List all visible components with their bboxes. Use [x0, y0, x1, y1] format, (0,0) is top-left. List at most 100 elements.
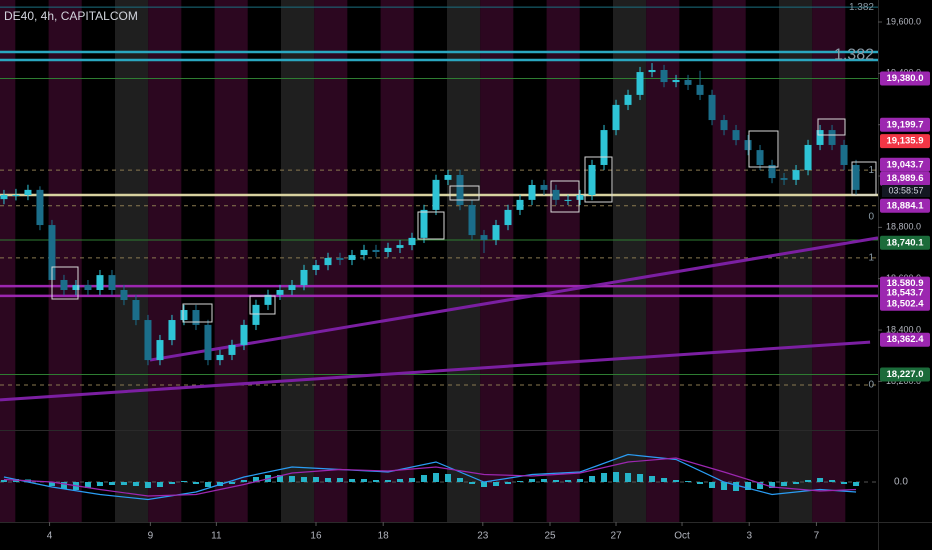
- osc-bar: [589, 476, 596, 482]
- candle-body: [360, 249, 368, 256]
- box: [417, 211, 445, 240]
- osc-bar: [420, 475, 427, 482]
- osc-bar: [793, 482, 800, 484]
- candle-body: [252, 304, 260, 325]
- price-label-box: [880, 367, 930, 382]
- stripe: [81, 0, 115, 522]
- osc-bar: [469, 482, 476, 484]
- candle-body: [552, 189, 560, 200]
- x-tick-label: 16: [310, 531, 322, 542]
- countdown: 03:58:57: [888, 185, 923, 195]
- fib-label: 1: [868, 253, 874, 264]
- osc-bar: [745, 482, 752, 490]
- candle-body: [540, 185, 548, 190]
- price-label: 19,043.7: [887, 159, 924, 170]
- osc-bar: [60, 482, 67, 489]
- candle-body: [156, 340, 164, 361]
- osc-bar: [853, 482, 860, 486]
- candle-body: [372, 249, 380, 253]
- osc-bar: [324, 478, 331, 482]
- osc-bar: [601, 473, 608, 482]
- candle-body: [72, 285, 80, 290]
- candle-body: [300, 269, 308, 286]
- fib-label: 0: [868, 380, 874, 391]
- stripe: [214, 0, 248, 522]
- candle-body: [528, 185, 536, 200]
- candle-body: [36, 189, 44, 226]
- price-label: 18,989.6: [887, 173, 924, 184]
- candle-body: [336, 257, 344, 260]
- stripe: [181, 0, 215, 522]
- box: [51, 266, 79, 300]
- osc-bar: [541, 479, 548, 482]
- x-tick-label: Oct: [674, 531, 690, 542]
- osc-bar: [841, 482, 848, 484]
- box: [550, 180, 580, 213]
- box: [748, 130, 779, 168]
- price-label-box: [880, 198, 930, 213]
- stripe: [115, 0, 149, 522]
- osc-bar: [445, 474, 452, 482]
- price-label: 18,543.7: [887, 288, 924, 299]
- candle-body: [456, 174, 464, 206]
- osc-bar: [108, 482, 115, 485]
- candle-body: [648, 70, 656, 73]
- box: [182, 303, 213, 323]
- stripe: [745, 0, 779, 522]
- x-tick-label: 3: [746, 531, 752, 542]
- osc-bar: [240, 480, 247, 482]
- price-label-box: [880, 157, 930, 172]
- candle-body: [720, 120, 728, 131]
- osc-bar: [781, 482, 788, 486]
- osc-bar: [493, 482, 500, 486]
- stripe: [247, 0, 281, 522]
- candle-body: [192, 310, 200, 325]
- x-tick-label: 7: [814, 531, 820, 542]
- osc-line: [3, 457, 857, 497]
- candle-body: [504, 209, 512, 226]
- osc-tick-label: 0.0: [894, 477, 908, 488]
- osc-bar: [649, 476, 656, 482]
- price-label: 18,362.4: [887, 334, 925, 345]
- stripe: [148, 0, 182, 522]
- osc-bar: [132, 482, 139, 486]
- stripe: [347, 0, 381, 522]
- y-tick-label: 19,600.0: [886, 16, 921, 26]
- candle-body: [684, 80, 692, 85]
- osc-bar: [384, 480, 391, 482]
- price-label-box: [880, 332, 930, 347]
- stripe: [579, 0, 613, 522]
- osc-bar: [769, 482, 776, 488]
- candle-body: [24, 189, 32, 196]
- candle-body: [792, 170, 800, 180]
- osc-bar: [276, 475, 283, 482]
- candle-body: [708, 94, 716, 121]
- candle-body: [624, 94, 632, 105]
- price-label: 18,502.4: [887, 298, 925, 309]
- price-label: 19,380.0: [887, 73, 924, 84]
- price-label-box: [880, 117, 930, 132]
- candle-body: [744, 140, 752, 151]
- osc-bar: [120, 482, 127, 485]
- candle-body: [600, 130, 608, 165]
- osc-bar: [553, 480, 560, 482]
- osc-bar: [817, 478, 824, 482]
- osc-bar: [613, 472, 620, 482]
- candle-body: [816, 130, 824, 145]
- candle-body: [636, 72, 644, 95]
- fib-label: 1.382: [849, 2, 874, 13]
- candle-body: [216, 354, 224, 361]
- osc-bar: [565, 480, 572, 482]
- x-tick-label: 25: [544, 531, 556, 542]
- candle-body: [660, 70, 668, 83]
- osc-bar: [252, 477, 259, 482]
- candle-body: [852, 164, 860, 190]
- osc-bar: [529, 479, 536, 482]
- candle-body: [276, 289, 284, 295]
- price-axis: 19,600.019,400.019,200.019,000.018,800.0…: [47, 16, 930, 542]
- x-tick-label: 23: [477, 531, 489, 542]
- osc-bar: [661, 478, 668, 482]
- countdown-box: [882, 185, 930, 197]
- osc-bar: [144, 482, 151, 488]
- stripe: [15, 0, 49, 522]
